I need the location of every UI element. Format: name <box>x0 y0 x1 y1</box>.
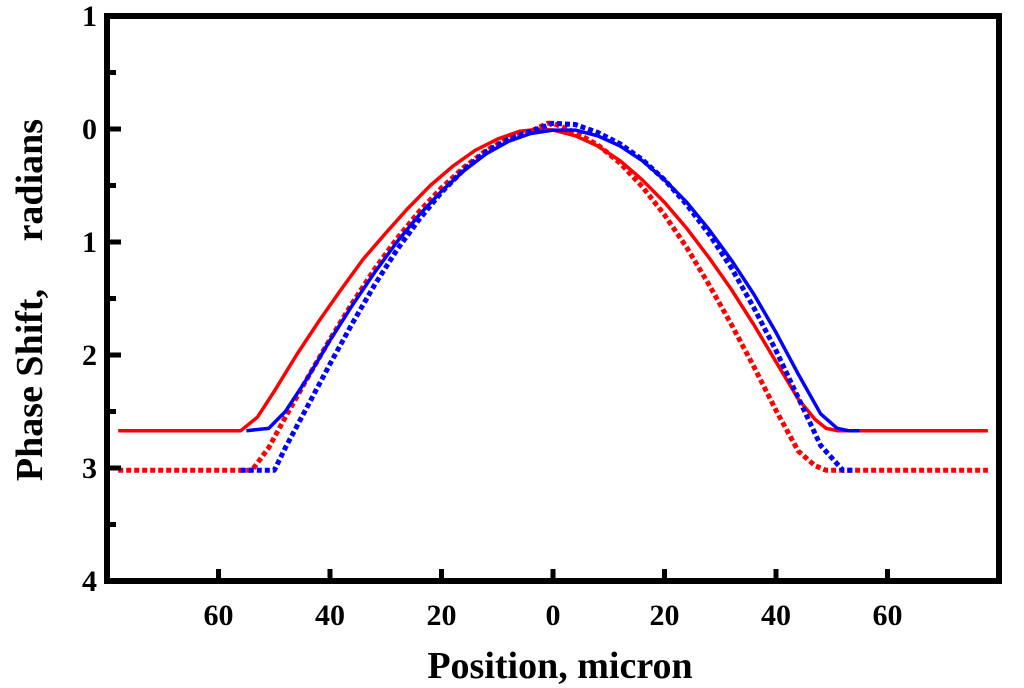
x-tick-label: 60 <box>204 599 234 632</box>
y-tick-label: 1 <box>82 0 97 33</box>
series-line-blue-solid <box>246 128 860 433</box>
x-tick-label: 0 <box>546 599 561 632</box>
y-tick-label: 2 <box>82 339 97 372</box>
x-axis-title: Position, micron <box>427 645 692 687</box>
x-tick-label: 40 <box>761 599 791 632</box>
series-line-red-solid <box>118 127 988 433</box>
y-tick-label: 0 <box>82 113 97 146</box>
x-tick-label: 60 <box>873 599 903 632</box>
y-axis-title: Phase Shift, radians <box>9 119 51 481</box>
y-tick-label: 4 <box>82 565 97 598</box>
labels-layer: 60 40 20 0 20 40 60 1 0 1 2 3 4 <box>82 0 903 632</box>
series-line-blue-dotted <box>240 120 855 473</box>
series-line-red-dotted <box>118 120 988 473</box>
x-tick-label: 20 <box>650 599 680 632</box>
series-layer <box>118 120 988 473</box>
ticks-layer <box>107 13 890 584</box>
x-tick-label: 40 <box>315 599 345 632</box>
y-tick-label: 3 <box>82 452 97 485</box>
x-tick-label: 20 <box>427 599 457 632</box>
y-tick-label: 1 <box>82 226 97 259</box>
plot-frame <box>104 13 1002 584</box>
